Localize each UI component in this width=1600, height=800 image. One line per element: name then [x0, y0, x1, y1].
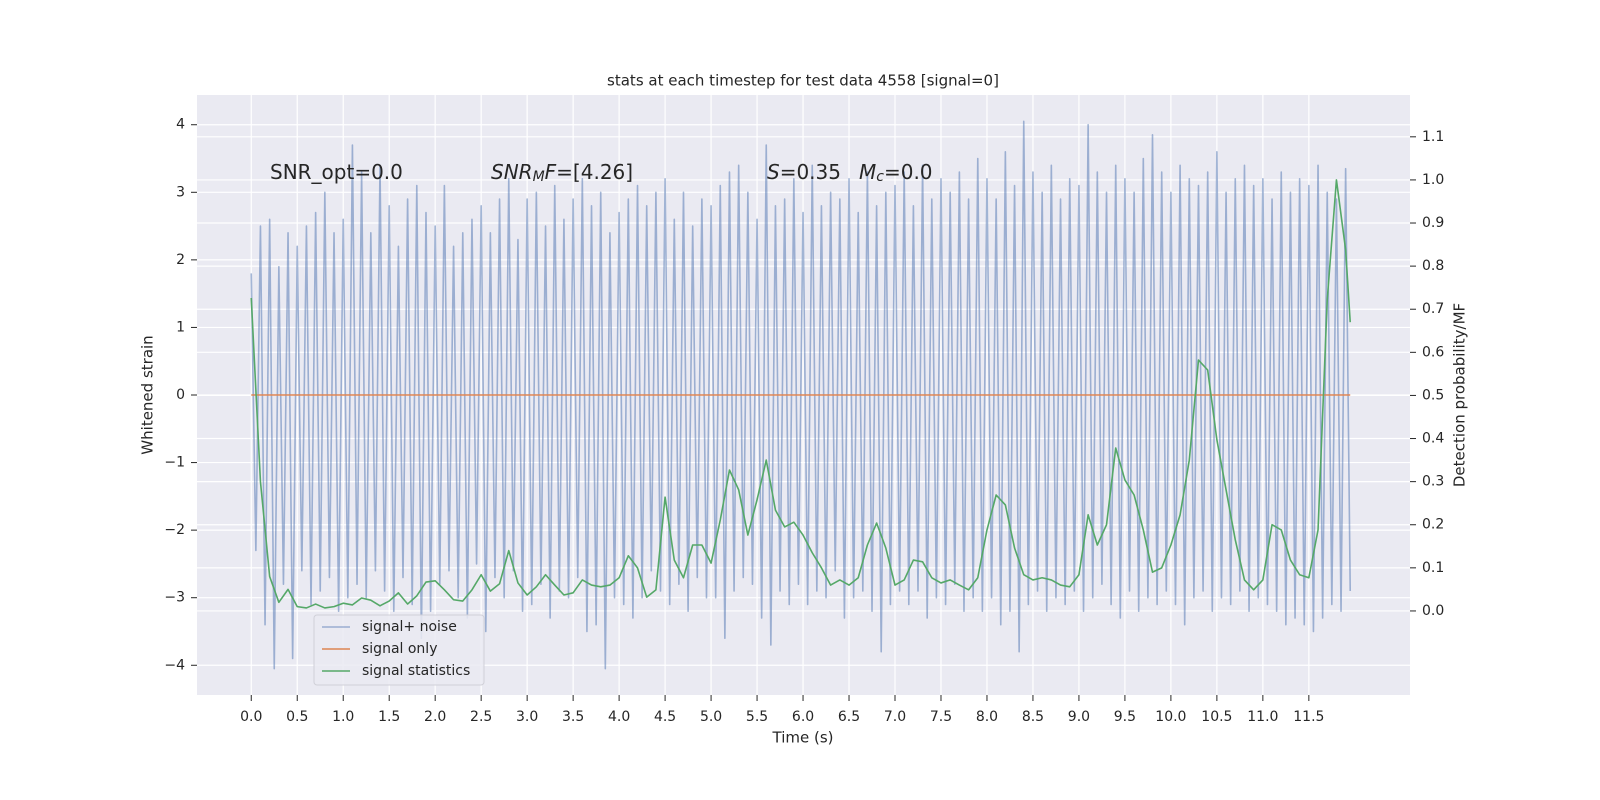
y-tick-label: 3 — [176, 184, 185, 200]
annotation-run: c — [876, 169, 884, 185]
y-tick-label: −4 — [164, 657, 185, 673]
y2-tick-label: 1.1 — [1422, 129, 1444, 145]
y-tick-label: 1 — [176, 319, 185, 335]
x-tick-label: 1.0 — [332, 709, 354, 725]
x-tick-label: 3.5 — [562, 709, 584, 725]
y2-tick-label: 0.9 — [1422, 215, 1444, 231]
y-tick-label: 0 — [176, 387, 185, 403]
annotation-run: F — [545, 160, 557, 184]
y2-tick-label: 0.7 — [1422, 301, 1444, 317]
x-tick-label: 2.5 — [470, 709, 492, 725]
x-axis-label: Time (s) — [772, 729, 834, 747]
y2-tick-label: 0.4 — [1422, 431, 1444, 447]
x-tick-label: 9.5 — [1114, 709, 1136, 725]
x-tick-label: 8.5 — [1022, 709, 1044, 725]
annotation-run: M — [859, 160, 876, 184]
x-tick-label: 7.5 — [930, 709, 952, 725]
y-axis-label: Whitened strain — [139, 335, 157, 454]
annotation-run: =[4.26] — [556, 160, 633, 184]
x-tick-label: 4.0 — [608, 709, 630, 725]
x-tick-label: 0.0 — [240, 709, 262, 725]
annotation: Mc=0.0 — [859, 160, 933, 186]
y2-tick-label: 0.1 — [1422, 560, 1444, 576]
x-tick-label: 0.5 — [286, 709, 308, 725]
y-tick-label: 2 — [176, 252, 185, 268]
y2-tick-label: 0.3 — [1422, 474, 1444, 490]
x-tick-label: 5.5 — [746, 709, 768, 725]
x-tick-label: 1.5 — [378, 709, 400, 725]
annotation: SNR_opt=0.0 — [270, 160, 403, 184]
y-tick-label: −1 — [164, 455, 185, 471]
y2-tick-label: 1.0 — [1422, 172, 1444, 188]
x-tick-label: 10.5 — [1201, 709, 1232, 725]
x-tick-label: 11.5 — [1293, 709, 1324, 725]
y2-tick-label: 0.0 — [1422, 603, 1444, 619]
x-tick-label: 10.0 — [1155, 709, 1186, 725]
y2-tick-label: 0.6 — [1422, 344, 1444, 360]
series-line — [250, 179, 1352, 609]
legend-label: signal only — [362, 641, 437, 657]
annotation-run: SNR — [491, 160, 533, 184]
annotation-run: =0.0 — [884, 160, 933, 184]
x-tick-label: 11.0 — [1247, 709, 1278, 725]
y2-tick-label: 0.2 — [1422, 517, 1444, 533]
annotation-run: =0.35 — [780, 160, 841, 184]
annotation: SNRMF=[4.26] — [491, 160, 633, 186]
x-tick-label: 8.0 — [976, 709, 998, 725]
y-tick-label: 4 — [176, 117, 185, 133]
legend-box — [313, 614, 485, 686]
x-tick-label: 5.0 — [700, 709, 722, 725]
x-tick-label: 2.0 — [424, 709, 446, 725]
legend-label: signal statistics — [362, 663, 470, 679]
x-tick-label: 7.0 — [884, 709, 906, 725]
x-tick-label: 3.0 — [516, 709, 538, 725]
chart-title: stats at each timestep for test data 455… — [607, 72, 999, 90]
y2-tick-label: 0.5 — [1422, 387, 1444, 403]
x-tick-label: 6.0 — [792, 709, 814, 725]
y2-axis-label: Detection probability/MF — [1451, 303, 1469, 487]
x-tick-label: 6.5 — [838, 709, 860, 725]
annotation-run: SNR_opt=0.0 — [270, 160, 403, 184]
y-tick-label: −2 — [164, 522, 185, 538]
legend-label: signal+ noise — [362, 619, 457, 635]
y2-tick-label: 0.8 — [1422, 258, 1444, 274]
annotation-run: S — [767, 160, 780, 184]
annotation-run: M — [533, 169, 545, 185]
y-tick-label: −3 — [164, 590, 185, 606]
series-line — [250, 120, 1352, 670]
x-tick-label: 9.0 — [1068, 709, 1090, 725]
x-tick-label: 4.5 — [654, 709, 676, 725]
annotation: S=0.35 — [767, 160, 841, 184]
